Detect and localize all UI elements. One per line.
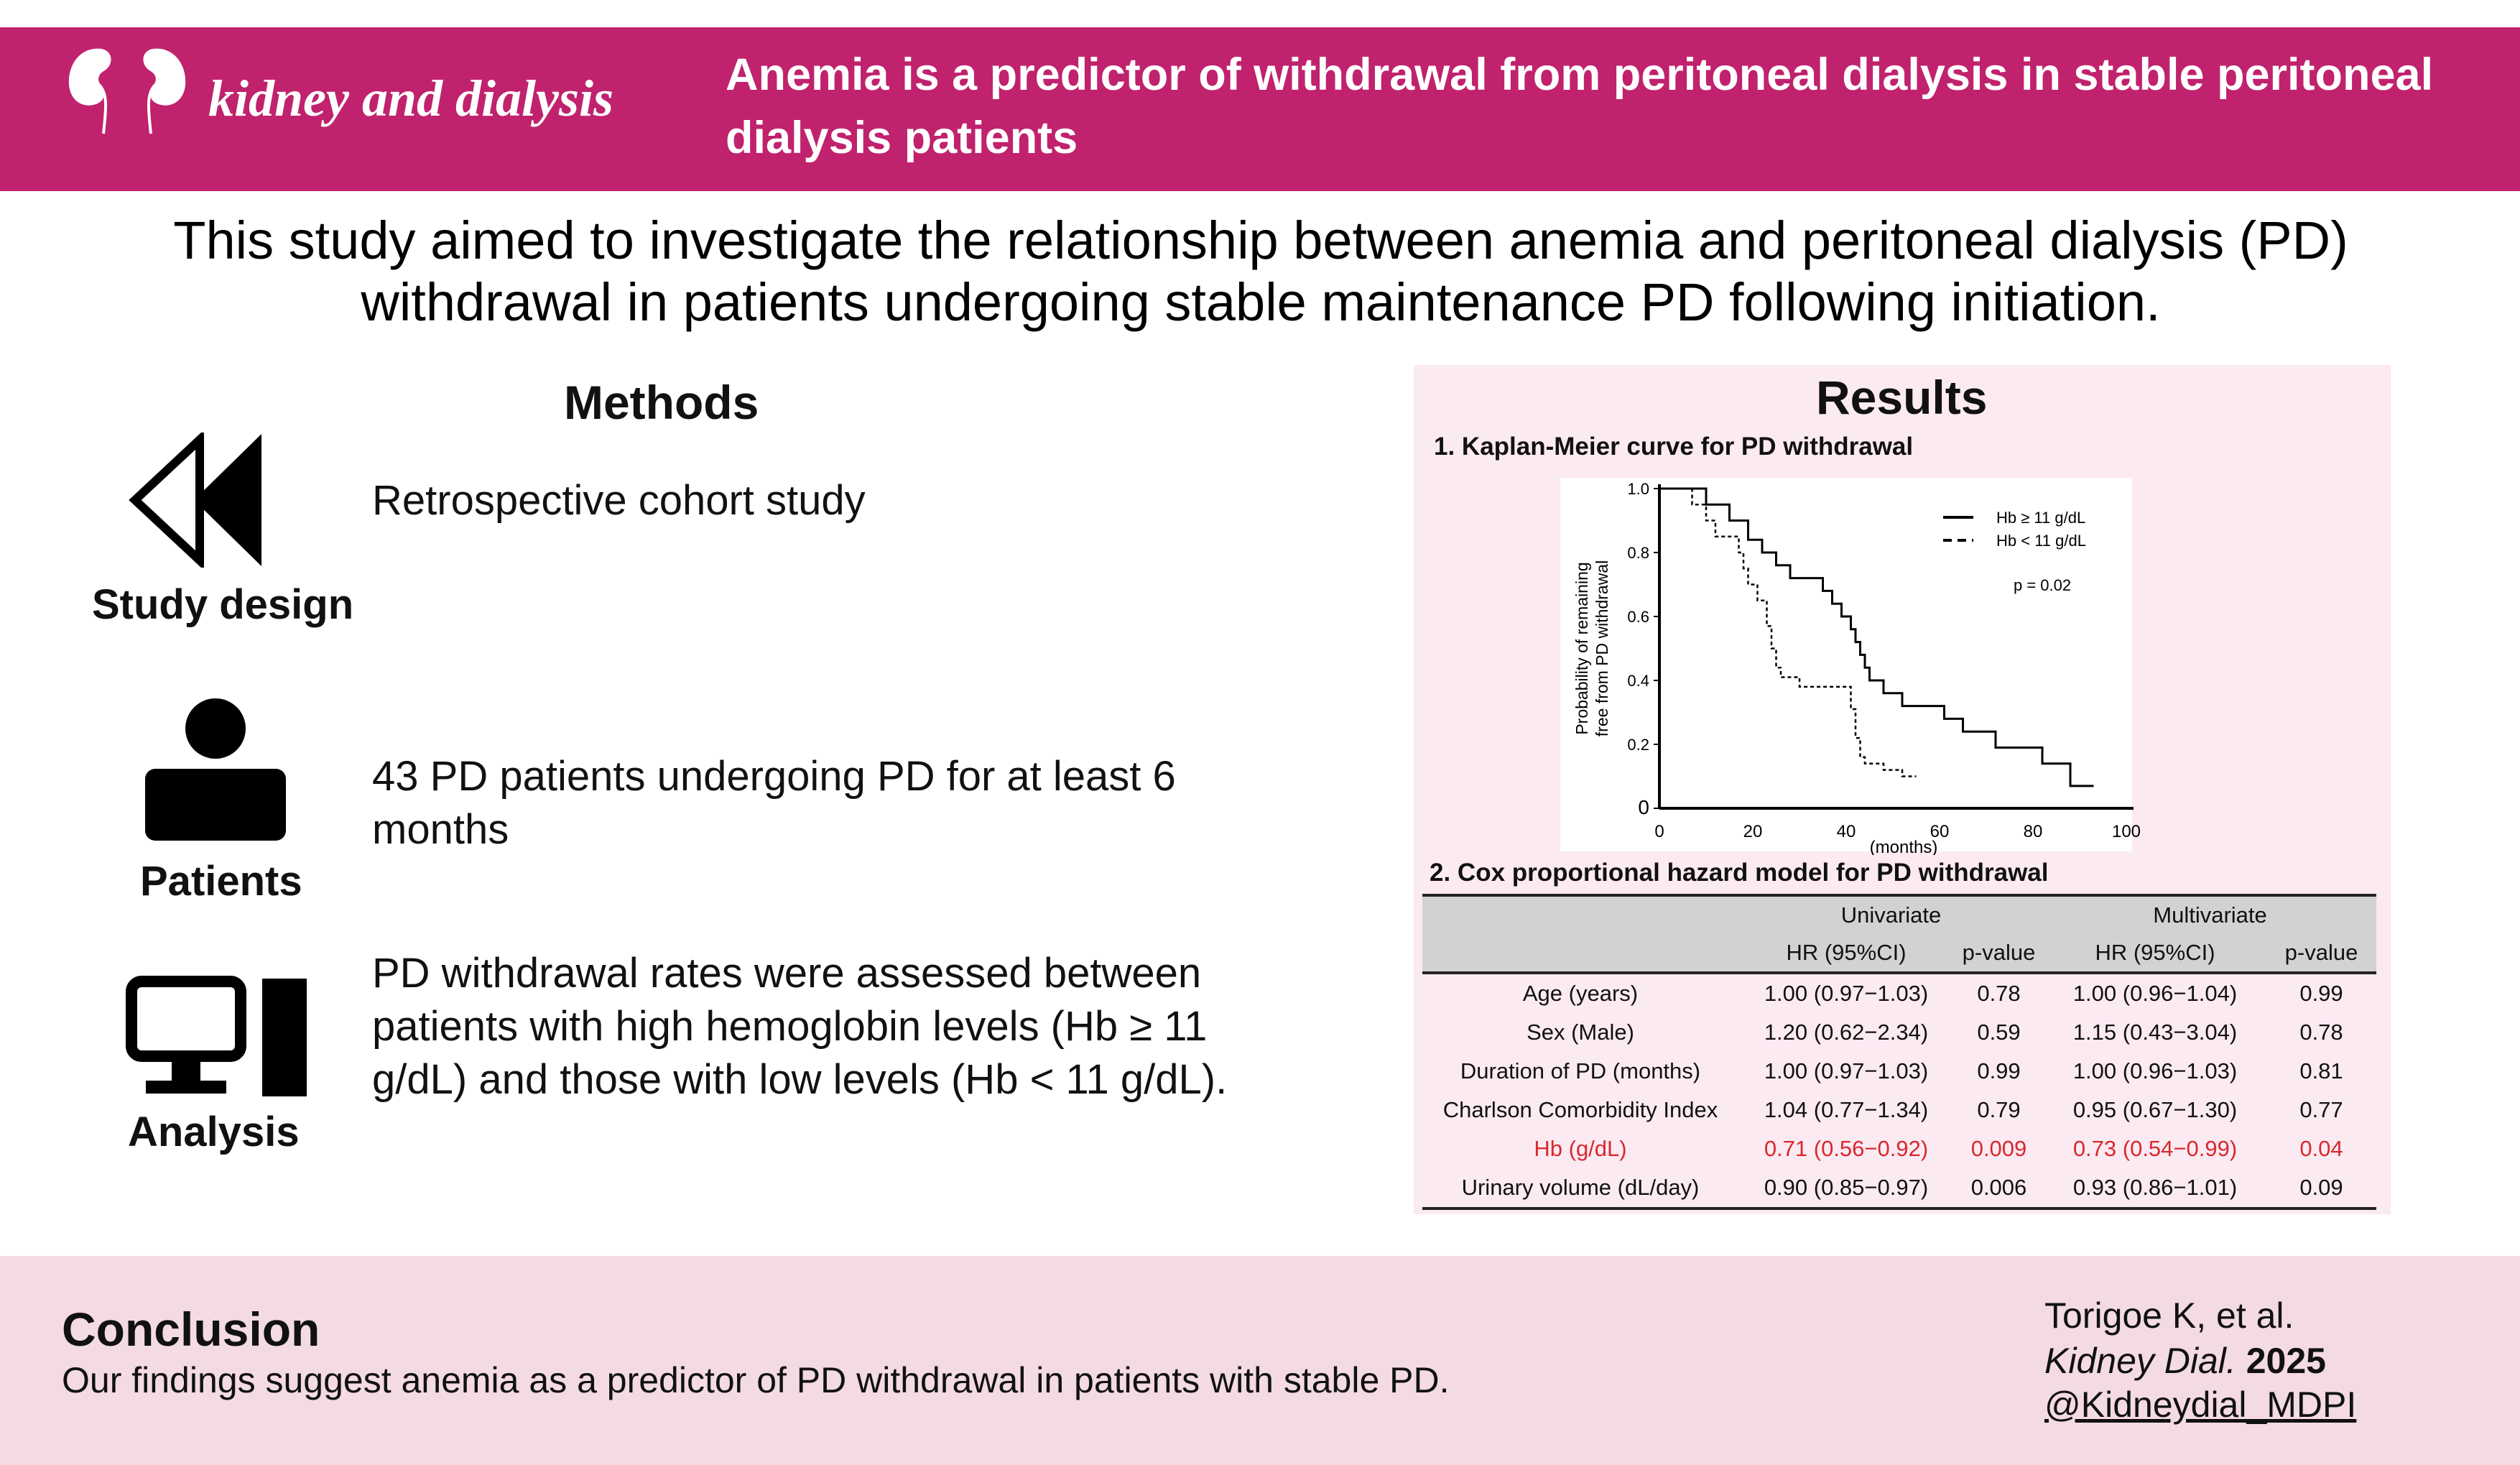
uni-p: 0.99 bbox=[1977, 1058, 2021, 1083]
twitter-handle-link[interactable]: @Kidneydial_MDPI bbox=[2044, 1385, 2357, 1425]
citation-authors: Torigoe K, et al. bbox=[2044, 1295, 2294, 1336]
table-row: Urinary volume (dL/day) 0.90 (0.85−0.97)… bbox=[1422, 1168, 2376, 1208]
row-label: Age (years) bbox=[1522, 981, 1639, 1006]
multi-p: 0.77 bbox=[2299, 1097, 2343, 1122]
multi-p: 0.04 bbox=[2299, 1136, 2343, 1161]
conclusion-footer bbox=[0, 1256, 2520, 1465]
x-tick-label: 80 bbox=[2024, 822, 2043, 841]
y-tick-label: 0.8 bbox=[1627, 544, 1649, 562]
y-axis-label-line2: free from PD withdrawal bbox=[1593, 560, 1611, 736]
y-tick-label: 0.6 bbox=[1627, 608, 1649, 626]
analysis-label: Analysis bbox=[128, 1109, 300, 1155]
y-tick-label: 0 bbox=[1638, 796, 1649, 818]
cox-col-header: HR (95%CI) bbox=[1738, 934, 1954, 974]
x-tick-label: 0 bbox=[1654, 822, 1664, 841]
table-row-highlighted: Hb (g/dL) 0.71 (0.56−0.92) 0.009 0.73 (0… bbox=[1422, 1129, 2376, 1168]
multi-hr: 1.00 (0.96−1.03) bbox=[2072, 1058, 2238, 1083]
y-tick-label: 0.4 bbox=[1627, 672, 1649, 690]
x-tick-label: 20 bbox=[1743, 822, 1763, 841]
x-axis-label: (months) bbox=[1870, 838, 1938, 855]
x-tick-label: 60 bbox=[1930, 822, 1950, 841]
cox-group-multivariate: Multivariate bbox=[2044, 895, 2376, 934]
uni-hr: 1.00 (0.97−1.03) bbox=[1764, 1058, 1929, 1083]
cox-table: Univariate Multivariate HR (95%CI) p-val… bbox=[1422, 894, 2376, 1210]
row-label: Urinary volume (dL/day) bbox=[1461, 1175, 1700, 1200]
cox-col-header: p-value bbox=[1954, 934, 2044, 974]
kidney-icon bbox=[68, 48, 186, 134]
methods-heading: Methods bbox=[564, 376, 759, 429]
y-tick-label: 1.0 bbox=[1627, 480, 1649, 498]
conclusion-text: Our findings suggest anemia as a predict… bbox=[62, 1360, 1450, 1400]
row-label: Sex (Male) bbox=[1527, 1020, 1634, 1045]
cox-column-header-row: HR (95%CI) p-value HR (95%CI) p-value bbox=[1422, 934, 2376, 974]
p-value-annotation: p = 0.02 bbox=[2014, 576, 2071, 594]
row-label: Hb (g/dL) bbox=[1534, 1136, 1627, 1161]
y-tick-label: 0.2 bbox=[1627, 736, 1649, 754]
study-aim: This study aimed to investigate the rela… bbox=[173, 211, 2348, 332]
uni-p: 0.78 bbox=[1977, 981, 2021, 1006]
cox-group-univariate: Univariate bbox=[1738, 895, 2044, 934]
citation-journal-line: Kidney Dial. 2025 bbox=[2044, 1340, 2326, 1382]
person-icon bbox=[145, 698, 286, 841]
multi-hr: 0.95 (0.67−1.30) bbox=[2072, 1097, 2238, 1122]
uni-hr: 1.20 (0.62−2.34) bbox=[1764, 1020, 1929, 1045]
table-row: Charlson Comorbidity Index 1.04 (0.77−1.… bbox=[1422, 1091, 2376, 1129]
legend-label: Hb < 11 g/dL bbox=[1996, 532, 2086, 550]
row-label: Duration of PD (months) bbox=[1460, 1058, 1701, 1083]
multi-hr: 0.93 (0.86−1.01) bbox=[2072, 1175, 2238, 1200]
km-series-line bbox=[1659, 487, 1917, 777]
page-title: Anemia is a predictor of withdrawal from… bbox=[726, 50, 2434, 163]
km-chart: 0 0.2 0.4 0.6 0.8 1.0 0 20 40 60 80 100 (months) Prob… bbox=[1572, 480, 2141, 855]
multi-p: 0.81 bbox=[2299, 1058, 2343, 1083]
study-design-label: Study design bbox=[92, 581, 354, 628]
cox-title: 2. Cox proportional hazard model for PD … bbox=[1430, 859, 2049, 887]
cox-col-header: p-value bbox=[2266, 934, 2376, 974]
multi-p: 0.99 bbox=[2299, 981, 2343, 1006]
uni-p: 0.79 bbox=[1977, 1097, 2021, 1122]
y-axis-label-line1: Probability of remaining bbox=[1572, 562, 1591, 734]
x-tick-label: 40 bbox=[1837, 822, 1856, 841]
uni-p: 0.59 bbox=[1977, 1020, 2021, 1045]
multi-p: 0.78 bbox=[2299, 1020, 2343, 1045]
legend-label: Hb ≥ 11 g/dL bbox=[1996, 509, 2085, 527]
patients-text: 43 PD patients undergoing PD for at leas… bbox=[372, 753, 1176, 853]
rewind-arrows-icon bbox=[129, 433, 261, 568]
cox-empty-header bbox=[1422, 895, 1738, 934]
conclusion-heading: Conclusion bbox=[62, 1303, 320, 1356]
cox-empty-header bbox=[1422, 934, 1738, 974]
table-row: Sex (Male) 1.20 (0.62−2.34) 0.59 1.15 (0… bbox=[1422, 1013, 2376, 1052]
row-label: Charlson Comorbidity Index bbox=[1442, 1097, 1718, 1122]
km-title: 1. Kaplan-Meier curve for PD withdrawal bbox=[1434, 433, 1914, 461]
x-tick-label: 100 bbox=[2112, 822, 2141, 841]
results-heading: Results bbox=[1816, 371, 1988, 424]
uni-hr: 0.71 (0.56−0.92) bbox=[1764, 1136, 1929, 1161]
header-banner bbox=[0, 27, 2520, 191]
uni-p: 0.006 bbox=[1970, 1175, 2027, 1200]
multi-hr: 1.00 (0.96−1.04) bbox=[2072, 981, 2238, 1006]
multi-hr: 0.73 (0.54−0.99) bbox=[2072, 1136, 2238, 1161]
analysis-text: PD withdrawal rates were assessed betwee… bbox=[372, 950, 1228, 1103]
cox-group-header-row: Univariate Multivariate bbox=[1422, 895, 2376, 934]
table-row: Duration of PD (months) 1.00 (0.97−1.03)… bbox=[1422, 1052, 2376, 1091]
uni-hr: 1.04 (0.77−1.34) bbox=[1764, 1097, 1929, 1122]
uni-hr: 0.90 (0.85−0.97) bbox=[1764, 1175, 1929, 1200]
citation-year: 2025 bbox=[2246, 1341, 2326, 1381]
computer-icon bbox=[126, 976, 307, 1096]
km-chart-area bbox=[1560, 478, 2132, 851]
uni-hr: 1.00 (0.97−1.03) bbox=[1764, 981, 1929, 1006]
cox-col-header: HR (95%CI) bbox=[2044, 934, 2266, 974]
study-design-text: Retrospective cohort study bbox=[372, 477, 866, 524]
multi-p: 0.09 bbox=[2299, 1175, 2343, 1200]
journal-logo-text: kidney and dialysis bbox=[208, 70, 614, 127]
table-row: Age (years) 1.00 (0.97−1.03) 0.78 1.00 (… bbox=[1422, 973, 2376, 1013]
citation-journal: Kidney Dial. bbox=[2044, 1341, 2236, 1381]
uni-p: 0.009 bbox=[1970, 1136, 2027, 1161]
km-series-line bbox=[1659, 487, 2094, 787]
multi-hr: 1.15 (0.43−3.04) bbox=[2072, 1020, 2238, 1045]
patients-label: Patients bbox=[140, 858, 302, 905]
